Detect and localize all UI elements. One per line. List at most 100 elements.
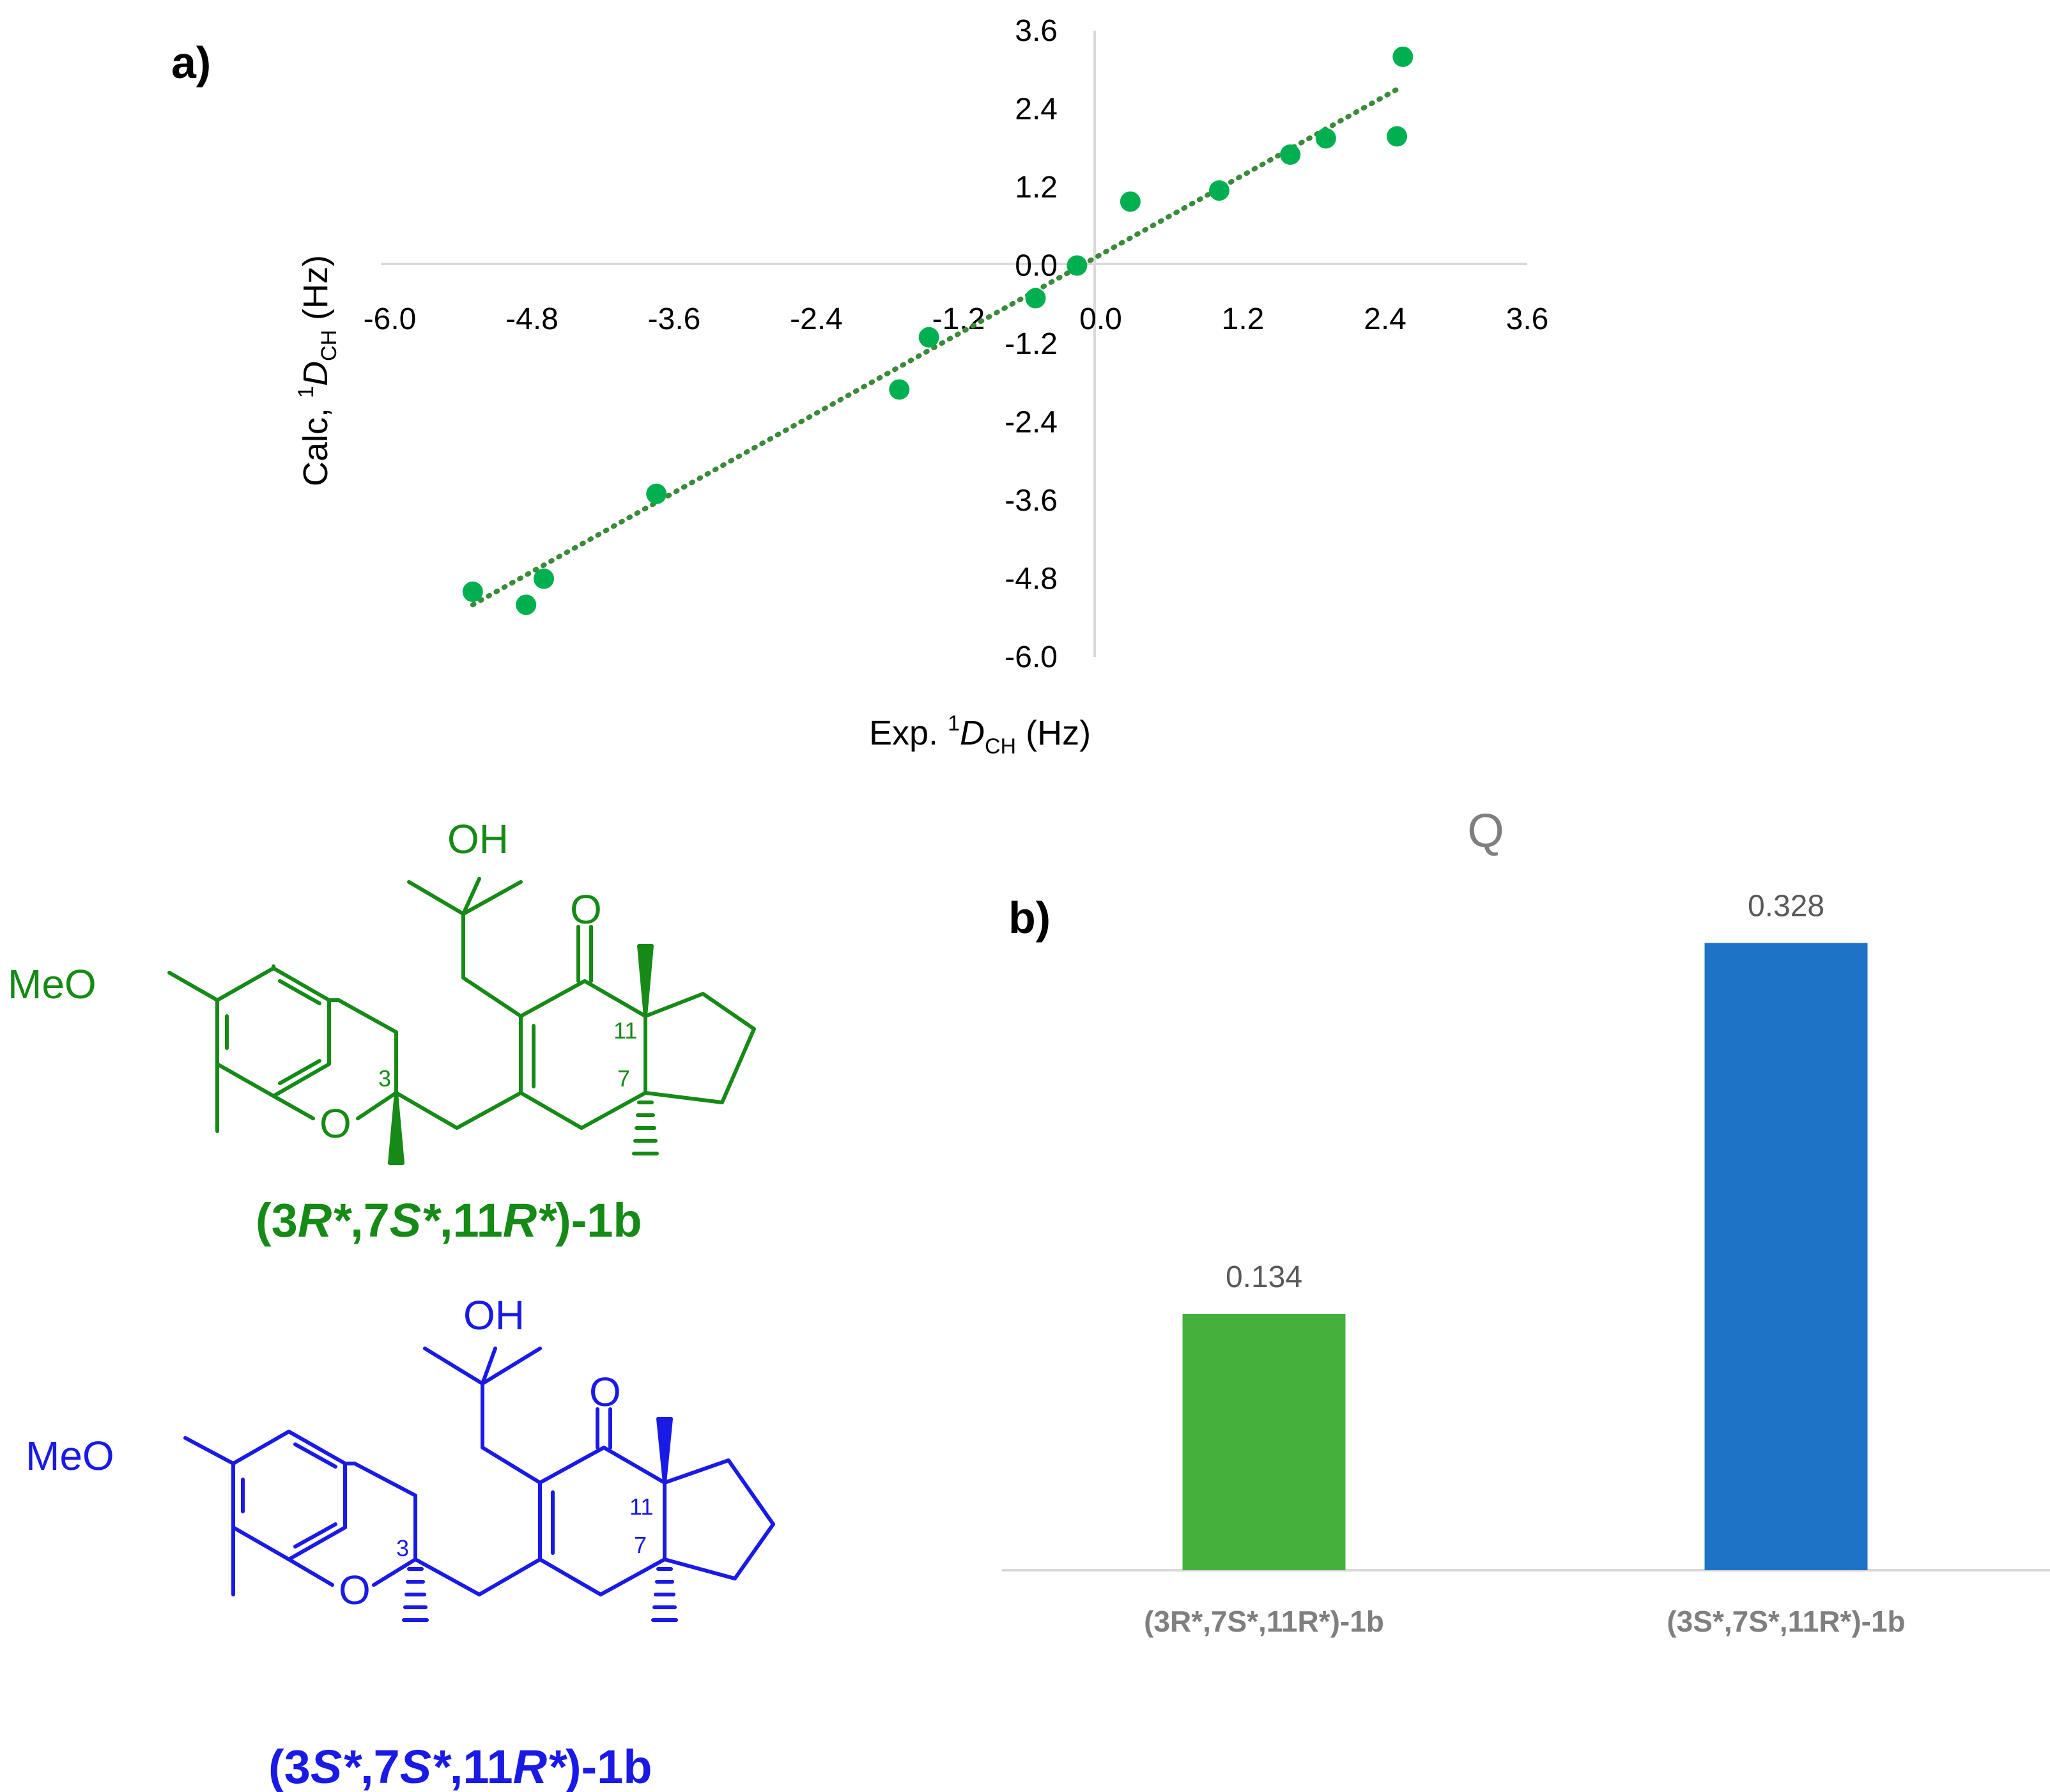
linker-bonds [413, 1557, 542, 1596]
x-tick-labels: -6.0 -4.8 -3.6 -2.4 -1.2 0.0 1.2 2.4 3.6 [364, 302, 1549, 336]
molecule-2-name: (3S*,7S*,11R*)-1b [268, 1740, 652, 1792]
scatter-point [1120, 191, 1141, 212]
wedge-bond [388, 1091, 405, 1165]
methoxy-label: MeO [26, 1433, 114, 1479]
molecule-2-text: OH O MeO O 3 7 11 (3S*,7S*,11R*)-1b [26, 1292, 653, 1792]
name-r2: R* [503, 1194, 557, 1247]
name-s1: S* [400, 1740, 452, 1792]
ring-o-label: O [320, 1101, 351, 1147]
data-points [462, 46, 1414, 615]
bar-chart: Q b) 0.134 (3R*,7S*,11R*)-1b 0.328 (3S*,7S*… [1002, 804, 2050, 1638]
x-tick-label: 3.6 [1506, 302, 1549, 336]
methoxy-label: MeO [8, 961, 96, 1007]
name-mid2: ,11 [450, 1740, 513, 1792]
bar [1704, 943, 1868, 1570]
scatter-point [462, 581, 483, 602]
x-tick-label: -3.6 [648, 302, 701, 336]
bar-category-label: (3R*,7S*,11R*)-1b [1144, 1605, 1384, 1638]
x-axis-title-unit: (Hz) [1016, 714, 1091, 752]
linker-bonds [394, 1091, 523, 1130]
side-chain-bonds [423, 1347, 542, 1485]
name-r2: R* [513, 1740, 567, 1792]
scatter-point [918, 327, 939, 348]
y-tick-label: -3.6 [1005, 484, 1058, 518]
chroman-ring-bonds [287, 1462, 417, 1587]
x-axis-title-prefix: Exp. [869, 714, 948, 752]
ring-o-label: O [339, 1567, 371, 1613]
scatter-point [1392, 46, 1414, 67]
wedge-bond [637, 944, 654, 1018]
aromatic-ring [215, 966, 331, 1098]
x-axis-title-d: D [960, 714, 985, 752]
molecule-3R-7S-11R [167, 877, 756, 1165]
name-close: )-1b [555, 1194, 642, 1247]
bars: 0.134 (3R*,7S*,11R*)-1b 0.328 (3S*,7S*,11R*… [1144, 889, 1906, 1638]
y-axis-title: Calc, 1DCH (Hz) [294, 255, 341, 486]
scatter-chart: a) -6.0 -4.8 -3.6 -2.4 -1.2 0.0 1.2 2.4 3.6 3.6 2… [171, 14, 1548, 759]
x-tick-label: 1.2 [1222, 302, 1265, 336]
name-r1: S* [311, 1740, 362, 1792]
trend-line [470, 86, 1400, 608]
y-tick-label: 0.0 [1015, 249, 1058, 283]
scatter-point [646, 483, 667, 504]
name-mid1: ,7 [360, 1740, 400, 1792]
name-s1: S* [390, 1194, 442, 1247]
y-tick-label: -6.0 [1005, 640, 1058, 674]
aromatic-ring [231, 1430, 347, 1561]
name-open: (3 [268, 1740, 311, 1792]
x-tick-label: -6.0 [364, 302, 417, 336]
y-tick-label: 3.6 [1015, 14, 1058, 48]
oh-label: OH [447, 816, 509, 862]
wedge-bond [656, 1417, 673, 1485]
molecule-1-name: (3R*,7S*,11R*)-1b [256, 1194, 642, 1247]
molecule-3S-7S-11R [183, 1347, 775, 1622]
substituent-bonds [167, 971, 219, 1133]
c11-label: 11 [613, 1017, 637, 1044]
c3-label: 3 [396, 1535, 409, 1561]
oh-label: OH [463, 1292, 525, 1338]
y-tick-labels: 3.6 2.4 1.2 0.0 -1.2 -2.4 -3.6 -4.8 -6.0 [1005, 14, 1058, 674]
enone-ring [538, 1446, 667, 1596]
panel-a-label: a) [171, 38, 211, 88]
scatter-point [1387, 126, 1408, 147]
scatter-point [1067, 255, 1088, 276]
scatter-point [1315, 128, 1336, 149]
hashed-bond [651, 1567, 678, 1622]
x-tick-label: 2.4 [1364, 302, 1406, 336]
substituent-bonds [183, 1436, 235, 1596]
name-close: )-1b [566, 1740, 652, 1792]
y-tick-label: 1.2 [1015, 171, 1058, 205]
c3-label: 3 [378, 1065, 391, 1092]
y-tick-label: 2.4 [1015, 93, 1058, 127]
aromatic-double-bonds [225, 979, 321, 1085]
side-chain-bonds [407, 877, 523, 1018]
name-r1: R* [298, 1194, 352, 1247]
carbonyl-o-label: O [589, 1369, 621, 1415]
x-axis-title-sub: CH [985, 734, 1016, 759]
scatter-point [1280, 144, 1301, 165]
c7-label: 7 [634, 1532, 647, 1558]
scatter-point [534, 568, 555, 589]
cyclopentane-ring [663, 1458, 775, 1580]
y-tick-label: -2.4 [1005, 406, 1058, 440]
c11-label: 11 [629, 1494, 653, 1520]
bar-category-label: (3S*,7S*,11R*)-1b [1667, 1605, 1905, 1638]
hashed-bond [402, 1567, 429, 1622]
x-tick-label: -1.2 [932, 302, 985, 336]
y-axis-title-prefix: Calc, [297, 398, 335, 486]
panel-b-label: b) [1008, 893, 1051, 943]
y-axis-title-unit: (Hz) [297, 255, 335, 330]
y-axis-title-sub: CH [317, 330, 341, 361]
name-mid2: ,11 [440, 1194, 503, 1247]
y-axis-title-d: D [297, 361, 335, 386]
y-tick-label: -1.2 [1005, 327, 1058, 361]
enone-ring [519, 979, 647, 1130]
cyclopentane-ring [644, 992, 756, 1104]
c7-label: 7 [617, 1065, 630, 1092]
scatter-point [516, 594, 537, 615]
molecule-1-text: OH O MeO O 3 7 11 (3R*,7S*,11R*)-1b [8, 816, 642, 1247]
y-tick-label: -4.8 [1005, 562, 1058, 596]
carbonyl-bond [576, 925, 593, 983]
carbonyl-o-label: O [570, 886, 602, 932]
